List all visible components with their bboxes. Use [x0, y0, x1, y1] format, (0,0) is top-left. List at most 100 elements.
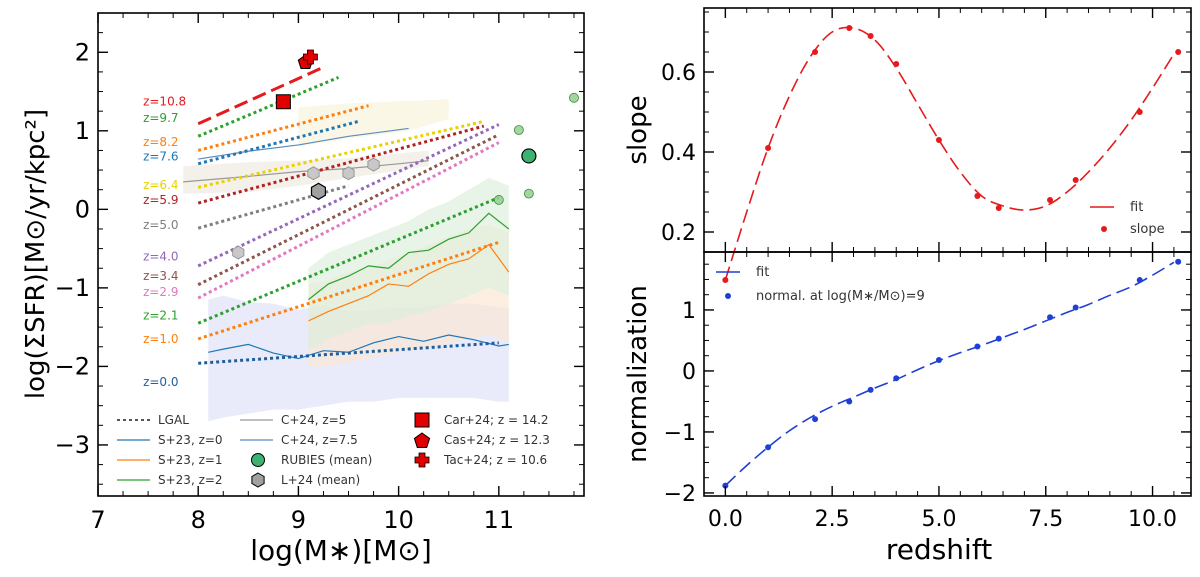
slope-data-point — [935, 137, 942, 143]
normalization-y-tick-label: −1 — [664, 421, 696, 446]
normalization-plot-area — [722, 258, 1182, 489]
l24-point — [342, 166, 355, 181]
l24-point — [232, 245, 245, 260]
normalization-data-point — [974, 343, 981, 350]
lgal-line-z=3.4 — [197, 133, 500, 287]
normalization-x-axis-label: redshift — [886, 533, 992, 566]
normalization-data-point — [1072, 304, 1079, 311]
legend-item-s23-z1: S+23, z=1 — [117, 453, 223, 467]
x-tick-label: 7 — [90, 506, 105, 534]
s23-line-0 — [208, 334, 509, 360]
slope-data-point — [812, 49, 819, 55]
slope-plot-frame — [703, 7, 1192, 253]
normalization-x-tick-label: 7.5 — [1028, 507, 1063, 532]
legend-item-l24: L+24 (mean) — [251, 472, 360, 488]
lgal-line-z=1.0 — [197, 240, 500, 341]
lgal-line-z=10.8 — [197, 65, 325, 126]
legend-label-s23-z0: S+23, z=0 — [158, 433, 223, 447]
x-tick-label: 8 — [191, 506, 206, 534]
slope-data-point — [893, 61, 900, 67]
legend-marker-rubies — [251, 453, 265, 467]
slope-legend-marker — [1101, 226, 1107, 232]
lgal-line-z=5.9 — [197, 124, 485, 205]
normalization-legend-item-points: normal. at log(M∗/M⊙)=9 — [725, 289, 925, 304]
left-x-axis-label: log(M∗)[M⊙] — [250, 534, 432, 567]
normalization-x-tick-label: 0.0 — [708, 507, 743, 532]
s23-line-2 — [308, 212, 510, 301]
slope-data-point — [1175, 49, 1182, 55]
slope-plot-area — [722, 25, 1182, 283]
legend-label-tac24: Tac+24; z = 10.6 — [443, 453, 547, 467]
slope-data-point — [974, 193, 981, 199]
right-top-panel: 0.2 0.4 0.6 slope fit slope — [623, 7, 1192, 283]
s23-band-2 — [308, 177, 509, 351]
normalization-axis-ticks — [703, 252, 1191, 496]
legend-marker-car24 — [414, 412, 430, 428]
normalization-y-tick-label: −2 — [664, 482, 696, 507]
z-label-z=0.0: z=0.0 — [143, 375, 178, 389]
normalization-y-axis-label: normalization — [623, 285, 653, 463]
legend-label-l24: L+24 (mean) — [281, 473, 360, 487]
z-label-z=6.4: z=6.4 — [143, 178, 178, 192]
normalization-x-tick-label: 2.5 — [815, 507, 850, 532]
normalization-legend-label-fit: fit — [756, 265, 769, 280]
right-bottom-panel: 0.0 2.5 5.0 7.5 10.0 −2 −1 0 1 redshift normali… — [623, 251, 1192, 566]
z-label-z=2.9: z=2.9 — [143, 285, 178, 299]
normalization-legend-label-points: normal. at log(M∗/M⊙)=9 — [756, 289, 925, 304]
z-label-z=3.4: z=3.4 — [143, 269, 178, 283]
slope-y-tick-label: 0.6 — [661, 61, 696, 86]
normalization-data-point — [722, 482, 729, 489]
normalization-data-point — [1047, 314, 1054, 321]
z-label-z=8.2: z=8.2 — [143, 135, 178, 149]
rubies-mean-point — [521, 148, 537, 164]
tac24-marker — [303, 49, 318, 65]
rubies-point — [493, 195, 504, 205]
legend-marker-cas24 — [413, 432, 431, 448]
slope-y-tick-label: 0.4 — [661, 141, 696, 166]
normalization-x-tick-label: 5.0 — [921, 507, 956, 532]
rubies-point — [523, 188, 534, 199]
legend-label-cas24: Cas+24; z = 12.3 — [444, 433, 550, 447]
left-y-tick-labels: −3 −2 −1 0 1 2 — [55, 38, 90, 459]
normalization-y-tick-label: 1 — [682, 299, 696, 324]
l24-point — [367, 157, 380, 172]
legend-label-rubies: RUBIES (mean) — [281, 453, 372, 467]
left-y-axis-label: log(ΣSFR)[M⊙/yr/kpc²] — [21, 109, 51, 399]
normalization-data-point — [1175, 258, 1182, 265]
car24-marker — [275, 94, 291, 110]
slope-data-point — [1136, 109, 1143, 115]
rubies-point — [569, 92, 579, 103]
normalization-plot-frame — [703, 251, 1192, 497]
legend-item-car24: Car+24; z = 14.2 — [414, 412, 549, 428]
slope-legend: fit slope — [1090, 200, 1165, 237]
legend-label-s23-z1: S+23, z=1 — [158, 453, 223, 467]
normalization-data-point — [765, 444, 772, 451]
left-x-tick-labels: 7 8 9 10 11 — [90, 506, 514, 534]
slope-data-point — [1072, 177, 1079, 183]
legend-item-s23-z0: S+23, z=0 — [117, 433, 223, 447]
normalization-fit-curve — [724, 261, 1175, 487]
lgal-line-z=4.0 — [197, 123, 500, 268]
normalization-legend-item-fit: fit — [716, 265, 769, 280]
normalization-data-point — [935, 356, 942, 363]
slope-legend-item-fit: fit — [1090, 200, 1143, 215]
legend-label-car24: Car+24; z = 14.2 — [444, 413, 549, 427]
slope-data-point — [995, 205, 1002, 211]
slope-legend-item-points: slope — [1101, 222, 1165, 237]
lgal-line-z=6.4 — [197, 119, 485, 189]
left-legend: LGAL S+23, z=0 S+23, z=1 S+23, z=2 C+24,… — [117, 412, 550, 488]
left-plot-area — [183, 49, 579, 422]
legend-item-c24-z5: C+24, z=5 — [240, 413, 346, 427]
slope-legend-label-fit: fit — [1130, 200, 1143, 215]
slope-y-tick-labels: 0.2 0.4 0.6 — [661, 61, 696, 246]
slope-fit-curve — [724, 26, 1175, 281]
slope-data-point — [867, 33, 874, 39]
lgal-line-z=9.7 — [197, 76, 340, 138]
c24-line-1 — [198, 127, 409, 160]
c24-z5-band — [183, 150, 429, 194]
normalization-legend: fit normal. at log(M∗/M⊙)=9 — [716, 265, 925, 304]
c24-line-0 — [183, 160, 429, 183]
x-tick-label: 10 — [383, 506, 414, 534]
